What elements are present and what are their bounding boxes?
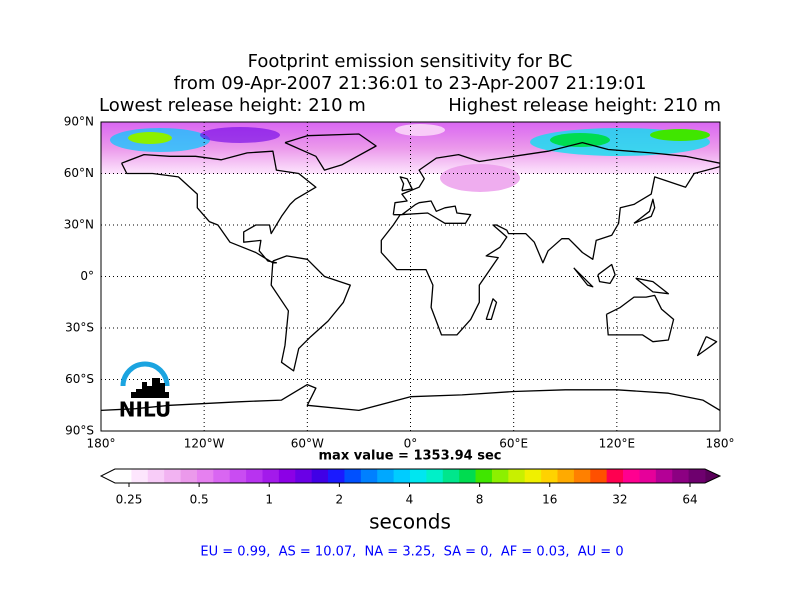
colorbar-segment [180,469,198,483]
colorbar-segment [639,469,657,483]
coastline [573,267,594,288]
colorbar-segment [410,469,427,483]
coastline [101,383,720,412]
y-tick-label: 30°S [65,321,94,335]
colorbar-tick-label: 32 [612,493,627,507]
colorbar-segment [213,469,231,483]
colorbar-segment [655,469,673,483]
colorbar-segment [541,469,558,483]
colorbar-segment [229,469,247,483]
coastline [696,336,718,357]
colorbar-segment [442,469,460,483]
colorbar-tick-label: 16 [542,493,557,507]
colorbar-segment [147,469,165,483]
logo-text: NILU [119,398,171,422]
coastline [633,198,656,224]
x-tick-label: 180° [706,437,735,451]
title: Footprint emission sensitivity for BC [248,51,573,72]
coastline [121,150,317,264]
coastline [284,133,377,171]
logo-skyline [121,378,169,398]
colorbar-label: seconds [369,510,451,534]
colorbar-segment [344,469,362,483]
subtitle: from 09-Apr-2007 21:36:01 to 23-Apr-2007… [174,73,647,94]
colorbar-segment [672,469,690,483]
x-tick-label: 180° [87,437,116,451]
logo-arc [120,361,170,387]
coastlines [101,133,720,412]
max-value: max value = 1353.94 sec [319,449,502,464]
x-tick-label: 0° [404,437,418,451]
colorbar-segment [590,469,608,483]
patch [128,132,172,144]
coastline [605,294,675,343]
colorbar-segment [491,469,509,483]
coastline [485,298,498,321]
y-tick-label: 30°N [64,218,94,232]
y-tick-label: 60°N [64,166,94,180]
colorbar-tick-label: 8 [476,493,484,507]
colorbar-outline [99,468,722,484]
colorbar-over [705,469,720,483]
colorbar-tick-label: 1 [265,493,273,507]
colorbar-segment [278,469,296,483]
y-tick-label: 0° [80,269,94,283]
y-tick-label: 60°S [65,372,94,386]
colorbar-segment [557,469,575,483]
coastline [635,277,670,295]
colorbar: 0.25 0.5 1 2 4 8 16 32 64 [99,468,722,507]
colorbar-segment [524,469,542,483]
patch [200,127,280,143]
colorbar-tick-label: 0.5 [190,493,209,507]
lowest-height: Lowest release height: 210 m [99,95,366,116]
colorbar-segment [508,469,526,483]
y-tick-label: 90°N [64,115,94,129]
coastline [380,141,720,336]
colorbar-segment [328,469,345,483]
coastline [597,263,616,285]
colorbar-segment [688,469,706,483]
colorbar-segment [246,469,263,483]
x-tick-label: 120°W [184,437,225,451]
colorbar-segment [606,469,624,483]
x-tick-label: 120°E [599,437,636,451]
colorbar-tick-label: 4 [406,493,414,507]
y-tick-label: 90°S [65,424,94,438]
map-frame [100,121,721,432]
coastline [399,176,413,192]
colorbar-under [101,469,115,483]
patch [550,133,610,147]
colorbar-segment [475,469,493,483]
colorbar-segment [459,469,476,483]
colorbar-tick-label: 2 [336,493,344,507]
colorbar-segment [164,469,181,483]
colorbar-segment [262,469,280,483]
colorbar-tick-label: 64 [682,493,697,507]
region-totals: EU = 0.99, AS = 10.07, NA = 3.25, SA = 0… [200,545,623,560]
x-tick-label: 60°W [291,437,324,451]
colorbar-segment [573,469,591,483]
colorbar-segment [360,469,378,483]
colorbar-segment [115,469,132,483]
colorbar-segment [131,469,149,483]
colorbar-segment [377,469,395,483]
patch [395,124,445,136]
colorbar-segment [393,469,411,483]
logo: NILU [119,361,171,422]
colorbar-segment [426,469,444,483]
colorbar-segment [295,469,313,483]
coastline [270,255,351,372]
patch [440,164,520,192]
colorbar-segment [623,469,640,483]
patch [650,129,710,141]
colorbar-tick-label: 0.25 [116,493,143,507]
highest-height: Highest release height: 210 m [448,95,721,116]
colorbar-segment [311,469,329,483]
colorbar-segment [196,469,214,483]
x-tick-label: 60°E [499,437,528,451]
